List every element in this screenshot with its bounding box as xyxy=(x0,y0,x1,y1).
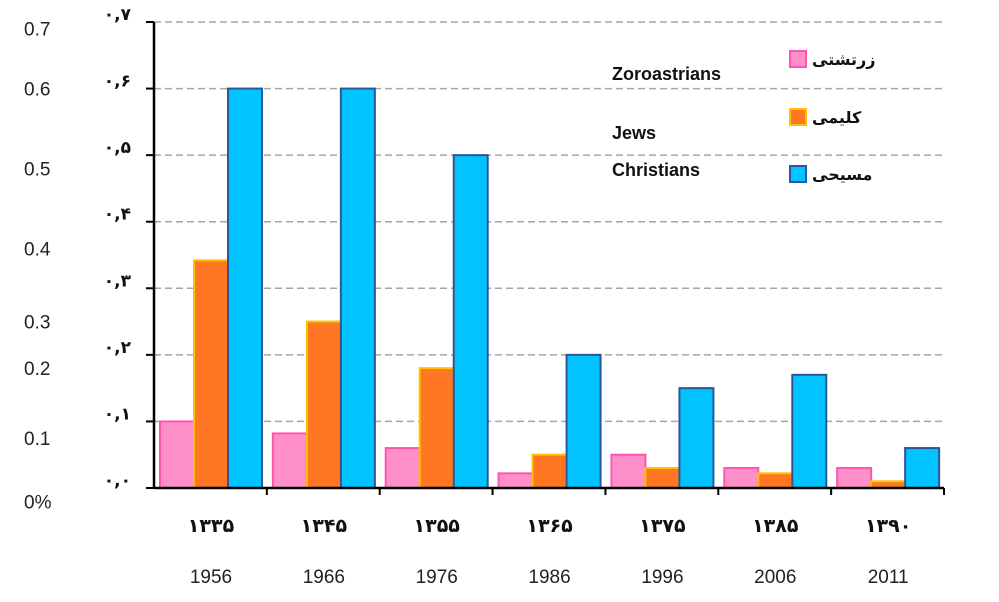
y-tick-label: 0.5 xyxy=(24,159,50,180)
y-tick-label-persian: ۰,۶ xyxy=(104,72,131,92)
y-tick-label: 0.1 xyxy=(24,429,50,450)
bar-zoroastrians-2011 xyxy=(836,467,873,489)
y-tick-label-persian: ۰,۷ xyxy=(104,5,132,25)
x-tick-label: 1986 xyxy=(528,567,570,588)
y-tick-label: 0.4 xyxy=(24,239,51,260)
y-tick-label-persian: ۰,۴ xyxy=(104,205,131,225)
x-tick-label-persian: ۱۳۴۵ xyxy=(301,515,348,537)
bars xyxy=(159,87,941,490)
bar-zoroastrians-2006 xyxy=(723,467,760,489)
legend-label-persian: کلیمی xyxy=(812,108,862,127)
y-tick-label: 0.2 xyxy=(24,359,50,380)
legend-label-english: Zoroastrians xyxy=(612,64,721,84)
bar-jews-1966 xyxy=(305,320,342,490)
y-tick-label-persian: ۰,۱ xyxy=(104,404,131,424)
y-tick-label-persian: ۰,۵ xyxy=(104,138,131,158)
legend: زرتشتی Zoroastrians کلیمی Jews مسیحی Christia… xyxy=(612,50,875,184)
legend-swatch-christians xyxy=(789,165,807,183)
x-tick-label: 1966 xyxy=(303,567,345,588)
bar-zoroastrians-1966 xyxy=(271,432,308,490)
y-tick-labels-overlay: 0% 0.1 0.2 0.3 0.4 0.5 0.6 0.7 xyxy=(24,20,52,514)
bar-jews-1986 xyxy=(531,453,568,490)
bar-jews-2006 xyxy=(757,472,794,489)
bar-jews-1976 xyxy=(418,367,455,489)
y-tick-label: 0.6 xyxy=(24,80,50,101)
bar-zoroastrians-1986 xyxy=(497,472,534,489)
bar-christians-2011 xyxy=(904,447,941,489)
bar-christians-1966 xyxy=(339,87,376,489)
bar-zoroastrians-1996 xyxy=(610,453,647,490)
x-tick-label-persian: ۱۳۳۵ xyxy=(188,515,235,537)
bar-zoroastrians-1956 xyxy=(159,420,195,489)
axes xyxy=(146,21,945,495)
y-tick-label-persian: ۰,۳ xyxy=(104,271,132,291)
legend-label-english: Christians xyxy=(612,160,700,180)
gridlines xyxy=(154,21,944,423)
y-tick-labels-persian: ۰,۰ ۰,۱ ۰,۲ ۰,۳ ۰,۴ ۰,۵ ۰,۶ ۰,۷ xyxy=(104,5,132,491)
bar-jews-1956 xyxy=(193,259,229,489)
y-tick-label-persian: ۰,۰ xyxy=(104,471,131,491)
legend-label-english: Jews xyxy=(612,123,656,143)
legend-label-persian: مسیحی xyxy=(812,165,872,184)
bar-christians-1986 xyxy=(565,353,602,489)
bar-zoroastrians-1976 xyxy=(384,447,421,489)
x-tick-label-persian: ۱۳۵۵ xyxy=(414,515,461,537)
bar-christians-1956 xyxy=(227,87,263,489)
x-tick-label-persian: ۱۳۶۵ xyxy=(526,515,573,537)
x-tick-label: 2011 xyxy=(868,567,909,588)
x-tick-label-persian: ۱۳۷۵ xyxy=(639,515,686,537)
bar-christians-1996 xyxy=(678,387,715,489)
x-tick-label: 1956 xyxy=(190,567,232,588)
y-tick-label: 0% xyxy=(24,492,52,513)
legend-swatch-jews xyxy=(789,108,807,126)
legend-label-persian: زرتشتی xyxy=(812,50,875,69)
legend-swatch-zoroastrians xyxy=(789,50,807,68)
y-tick-label-persian: ۰,۲ xyxy=(104,338,132,358)
bar-jews-1996 xyxy=(644,467,681,489)
bar-christians-1976 xyxy=(452,154,489,489)
x-tick-label: 2006 xyxy=(754,567,796,588)
x-tick-labels: ۱۳۳۵ 1956 ۱۳۴۵ 1966 ۱۳۵۵ 1976 ۱۳۶۵ 1986 ۱۳۷۵ 1996… xyxy=(188,515,912,588)
x-tick-label-persian: ۱۳۸۵ xyxy=(752,515,799,537)
x-tick-label: 1976 xyxy=(416,567,458,588)
bar-christians-2006 xyxy=(791,373,828,490)
x-tick-label-persian: ۱۳۹۰ xyxy=(865,515,911,537)
y-tick-label: 0.7 xyxy=(24,20,50,41)
x-tick-label: 1996 xyxy=(641,567,683,588)
y-tick-label: 0.3 xyxy=(24,313,50,334)
